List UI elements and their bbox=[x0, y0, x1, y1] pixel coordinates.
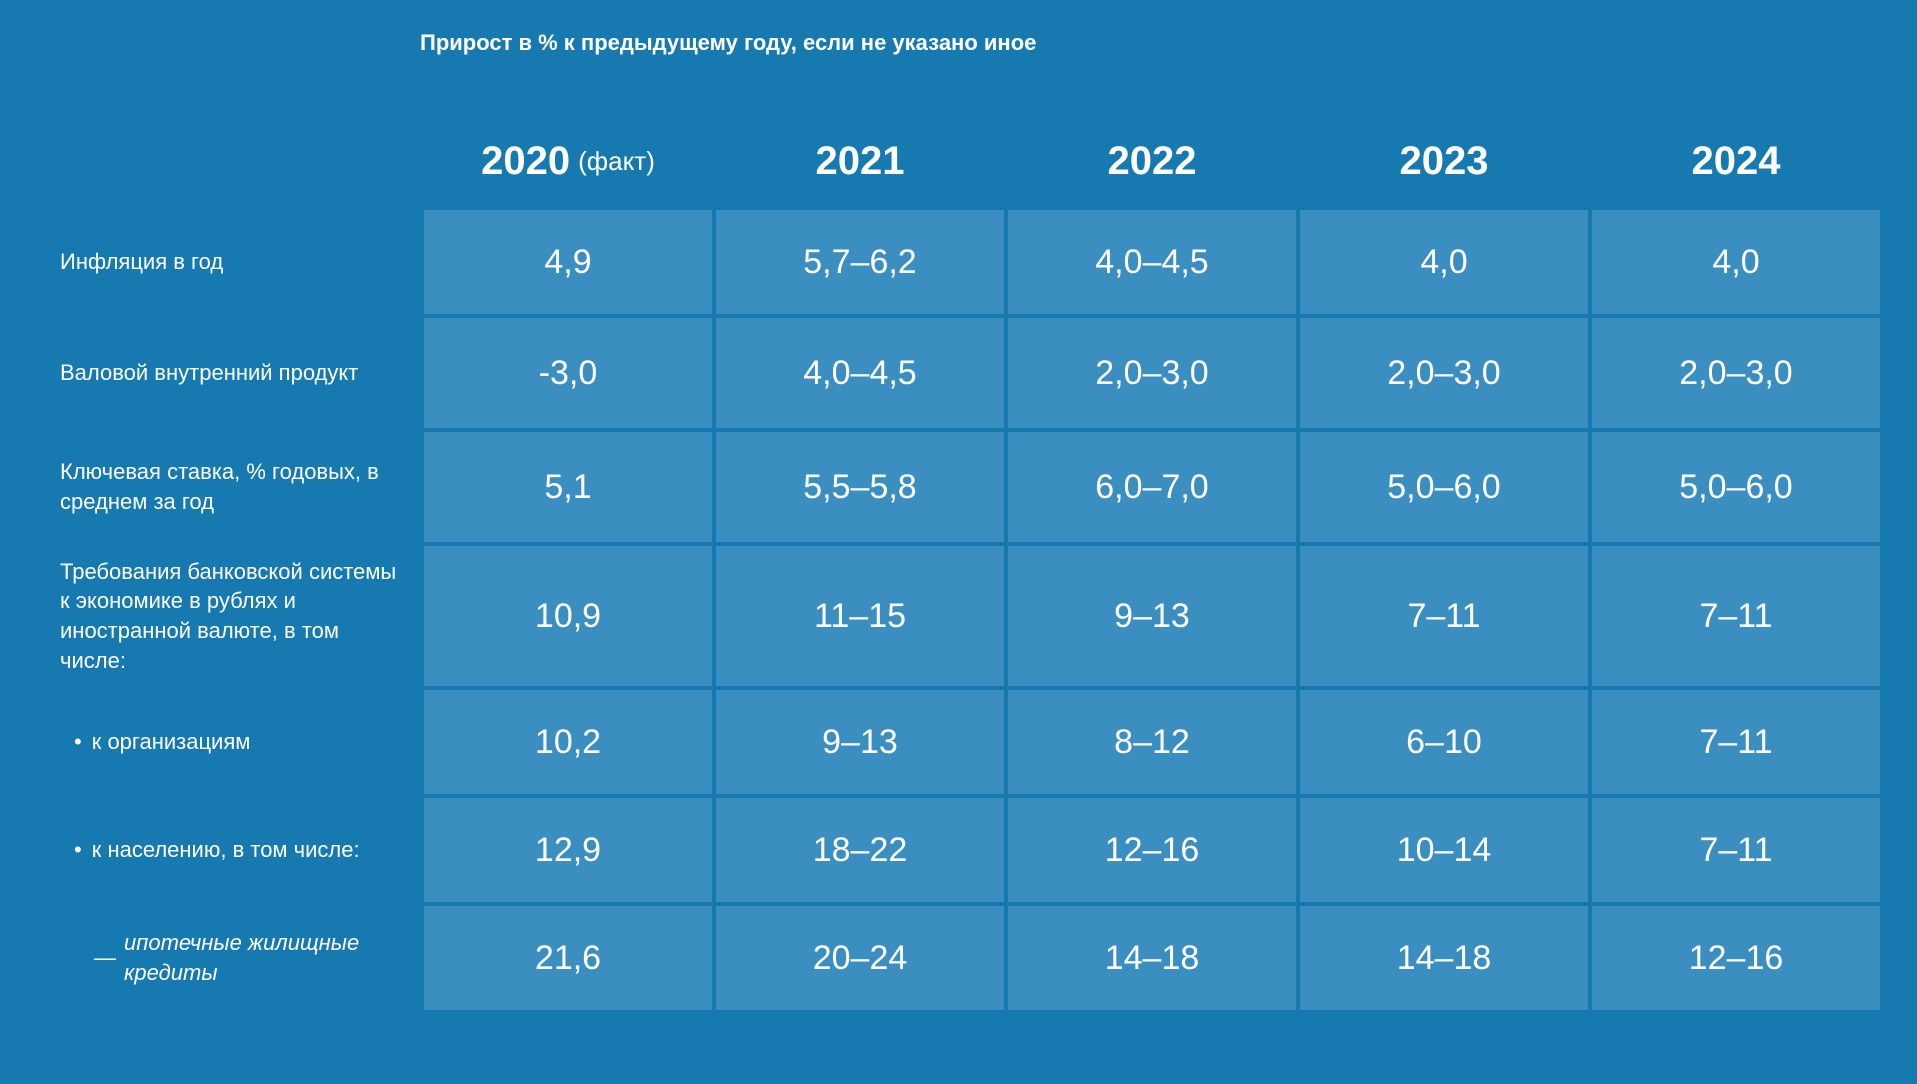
row-label: Инфляция в год bbox=[60, 210, 420, 314]
data-cell: 9–13 bbox=[1008, 546, 1296, 686]
column-header-2020: 2020 (факт) bbox=[424, 116, 712, 206]
data-cell: 7–11 bbox=[1300, 546, 1588, 686]
row-label-text: к населению, в том числе: bbox=[92, 835, 360, 865]
data-cell: 2,0–3,0 bbox=[1300, 318, 1588, 428]
row-label: к организациям bbox=[60, 690, 420, 794]
data-cell: 5,0–6,0 bbox=[1592, 432, 1880, 542]
data-cell: 4,0 bbox=[1592, 210, 1880, 314]
data-cell: -3,0 bbox=[424, 318, 712, 428]
row-label-text: к организациям bbox=[92, 727, 251, 757]
year-label: 2023 bbox=[1400, 139, 1489, 184]
data-cell: 6,0–7,0 bbox=[1008, 432, 1296, 542]
data-cell: 12,9 bbox=[424, 798, 712, 902]
year-label: 2022 bbox=[1108, 139, 1197, 184]
column-header-2022: 2022 bbox=[1008, 116, 1296, 206]
data-cell: 7–11 bbox=[1592, 690, 1880, 794]
data-cell: 4,0–4,5 bbox=[716, 318, 1004, 428]
row-label: Требования банковской системы к экономик… bbox=[60, 546, 420, 686]
header-spacer bbox=[60, 116, 420, 206]
year-suffix: (факт) bbox=[578, 146, 655, 177]
data-cell: 6–10 bbox=[1300, 690, 1588, 794]
data-cell: 5,1 bbox=[424, 432, 712, 542]
dash-icon: — bbox=[94, 943, 116, 973]
data-cell: 4,9 bbox=[424, 210, 712, 314]
data-cell: 14–18 bbox=[1300, 906, 1588, 1010]
data-cell: 18–22 bbox=[716, 798, 1004, 902]
row-label-text: Валовой внутренний продукт bbox=[60, 358, 358, 388]
data-cell: 11–15 bbox=[716, 546, 1004, 686]
data-cell: 14–18 bbox=[1008, 906, 1296, 1010]
year-label: 2024 bbox=[1692, 139, 1781, 184]
data-cell: 10,9 bbox=[424, 546, 712, 686]
data-cell: 7–11 bbox=[1592, 546, 1880, 686]
row-label: Валовой внутренний продукт bbox=[60, 318, 420, 428]
data-cell: 9–13 bbox=[716, 690, 1004, 794]
year-label: 2020 bbox=[481, 139, 570, 184]
year-label: 2021 bbox=[816, 139, 905, 184]
data-cell: 5,5–5,8 bbox=[716, 432, 1004, 542]
data-cell: 20–24 bbox=[716, 906, 1004, 1010]
data-cell: 12–16 bbox=[1008, 798, 1296, 902]
data-cell: 2,0–3,0 bbox=[1592, 318, 1880, 428]
page: Прирост в % к предыдущему году, если не … bbox=[0, 0, 1917, 1084]
row-label-text: Инфляция в год bbox=[60, 247, 223, 277]
row-label-text: ипотечные жилищные кредиты bbox=[124, 928, 400, 987]
row-label-text: Требования банковской системы к экономик… bbox=[60, 557, 400, 676]
data-cell: 4,0 bbox=[1300, 210, 1588, 314]
data-cell: 10–14 bbox=[1300, 798, 1588, 902]
column-header-2021: 2021 bbox=[716, 116, 1004, 206]
data-cell: 5,7–6,2 bbox=[716, 210, 1004, 314]
subtitle: Прирост в % к предыдущему году, если не … bbox=[420, 30, 1857, 56]
data-cell: 10,2 bbox=[424, 690, 712, 794]
data-cell: 7–11 bbox=[1592, 798, 1880, 902]
data-cell: 21,6 bbox=[424, 906, 712, 1010]
row-label: Ключевая ставка, % годовых, в среднем за… bbox=[60, 432, 420, 542]
data-cell: 2,0–3,0 bbox=[1008, 318, 1296, 428]
column-header-2023: 2023 bbox=[1300, 116, 1588, 206]
row-label: — ипотечные жилищные кредиты bbox=[60, 906, 420, 1010]
column-header-2024: 2024 bbox=[1592, 116, 1880, 206]
data-cell: 5,0–6,0 bbox=[1300, 432, 1588, 542]
data-cell: 8–12 bbox=[1008, 690, 1296, 794]
data-cell: 4,0–4,5 bbox=[1008, 210, 1296, 314]
data-table: 2020 (факт) 2021 2022 2023 2024 Инфляция… bbox=[60, 116, 1857, 1010]
row-label-text: Ключевая ставка, % годовых, в среднем за… bbox=[60, 457, 400, 516]
data-cell: 12–16 bbox=[1592, 906, 1880, 1010]
row-label: к населению, в том числе: bbox=[60, 798, 420, 902]
